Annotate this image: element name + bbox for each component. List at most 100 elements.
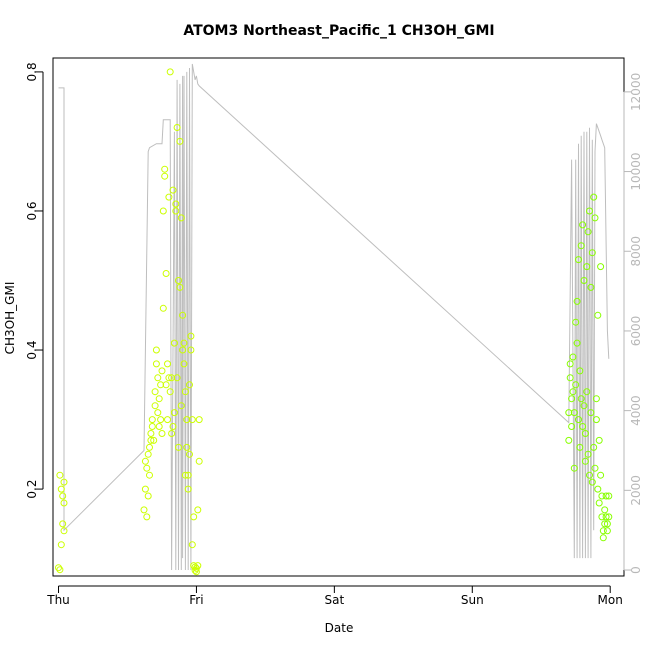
data-point <box>588 249 596 257</box>
data-point <box>592 416 600 424</box>
points-layer <box>55 68 613 576</box>
y2-tick-label: 10000 <box>629 152 643 190</box>
data-point <box>599 527 607 535</box>
y-tick-label: 0.2 <box>25 480 39 499</box>
data-point <box>575 256 582 264</box>
data-point <box>581 430 589 437</box>
y2-tick-label: 4000 <box>629 395 643 426</box>
data-point <box>188 541 196 549</box>
data-point <box>597 263 605 271</box>
data-point <box>165 193 173 201</box>
data-point <box>573 339 581 347</box>
data-point <box>576 367 584 375</box>
data-point <box>590 443 598 451</box>
data-point <box>188 416 196 424</box>
data-point <box>158 430 166 437</box>
data-point <box>602 513 610 521</box>
y2-tick-label: 8000 <box>629 236 643 267</box>
data-point <box>177 402 185 410</box>
data-point <box>147 430 155 437</box>
data-point <box>579 221 587 229</box>
y2-tick-label: 6000 <box>629 316 643 347</box>
data-point <box>583 263 591 271</box>
data-point <box>598 492 606 500</box>
data-point <box>175 443 182 451</box>
data-point <box>148 423 156 430</box>
data-point <box>162 381 170 389</box>
data-point <box>152 346 160 354</box>
data-point <box>150 436 158 444</box>
y-tick-label: 0.6 <box>25 201 39 220</box>
data-point <box>590 193 598 201</box>
data-point <box>584 450 592 458</box>
data-point <box>573 297 581 305</box>
data-point <box>565 436 573 444</box>
data-point <box>194 562 202 570</box>
data-point <box>569 353 577 361</box>
data-point <box>195 457 203 465</box>
data-point <box>57 541 65 549</box>
data-point <box>59 520 67 528</box>
data-point <box>187 332 195 340</box>
data-point <box>140 506 148 514</box>
y-tick-label: 0.8 <box>25 62 39 81</box>
data-point <box>162 270 170 277</box>
data-point <box>159 304 167 312</box>
data-point <box>576 443 584 451</box>
data-point <box>595 436 603 444</box>
data-point <box>186 450 193 458</box>
data-point <box>594 485 602 493</box>
data-point <box>157 416 165 424</box>
data-point <box>164 360 171 368</box>
y-tick-label: 0.4 <box>25 340 39 359</box>
data-point <box>176 283 184 291</box>
data-point <box>184 485 192 493</box>
data-point <box>169 423 177 430</box>
y2-tick-label: 2000 <box>629 475 643 506</box>
data-point <box>186 381 193 389</box>
data-point <box>181 388 189 396</box>
data-point <box>591 464 599 472</box>
data-point <box>166 388 174 396</box>
data-point <box>143 464 151 472</box>
y2-tick-label: 12000 <box>629 73 643 111</box>
x-axis-label: Date <box>325 621 354 635</box>
data-point <box>141 485 149 493</box>
data-point <box>580 277 588 284</box>
data-point <box>598 513 606 521</box>
data-point <box>180 360 188 368</box>
data-point <box>164 416 171 424</box>
data-point <box>161 165 169 173</box>
altitude-layer <box>58 63 610 571</box>
data-point <box>184 471 192 479</box>
data-point <box>59 492 67 500</box>
data-point <box>566 374 574 382</box>
data-point <box>141 457 149 465</box>
data-point <box>190 513 198 521</box>
data-point <box>588 478 596 486</box>
data-point <box>605 492 613 500</box>
data-point <box>568 423 576 430</box>
data-point <box>179 346 187 354</box>
data-point <box>595 499 603 507</box>
y2-tick-label: 0 <box>629 566 643 574</box>
data-point <box>155 395 163 403</box>
data-point <box>586 471 593 479</box>
x-tick-label: Mon <box>598 593 623 607</box>
data-point <box>170 409 178 417</box>
altitude-series-line <box>58 63 610 571</box>
data-point <box>180 339 188 347</box>
data-point <box>177 214 185 222</box>
data-point <box>151 402 159 410</box>
data-point <box>147 436 155 444</box>
data-point <box>168 430 176 437</box>
data-point <box>587 409 595 417</box>
data-point <box>602 492 610 500</box>
data-point <box>580 402 588 410</box>
data-point <box>146 471 153 479</box>
data-point <box>187 346 195 354</box>
data-point <box>175 277 182 284</box>
data-point <box>194 506 202 514</box>
